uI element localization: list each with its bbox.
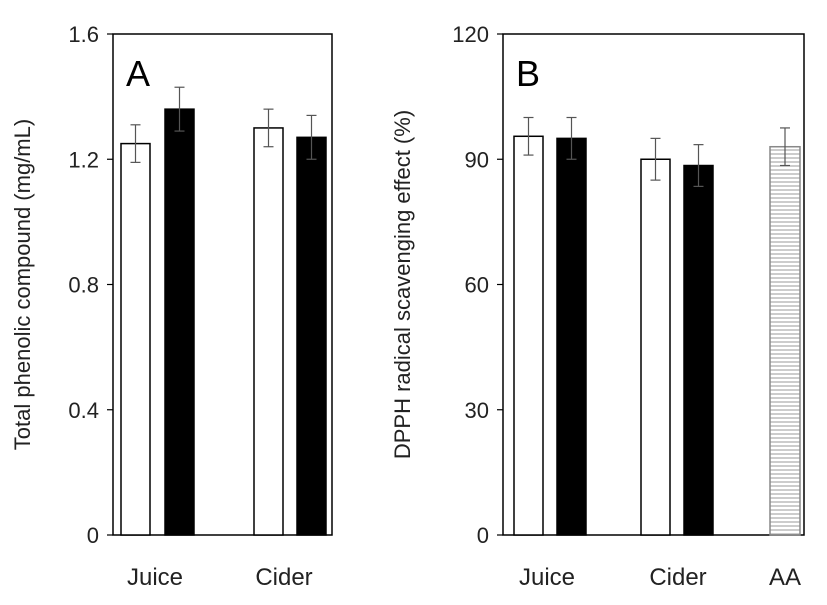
y-tick-label: 90 [465, 147, 489, 172]
category-label: Cider [255, 564, 312, 591]
y-tick-label: 30 [465, 398, 489, 423]
y-tick-label: 60 [465, 273, 489, 298]
bar [556, 137, 587, 536]
y-axis-label: Total phenolic compound (mg/mL) [10, 119, 35, 450]
chart-panel-b: 0 30 60 90 120 DPPH radical scavenging effect… [390, 22, 805, 591]
category-label: Juice [519, 564, 575, 591]
panel-label: B [516, 53, 540, 94]
y-axis-label: DPPH radical scavenging effect (%) [390, 110, 415, 459]
bar [513, 135, 544, 536]
y-tick-label: 0 [477, 523, 489, 548]
y-tick-label: 0.4 [68, 398, 99, 423]
category-label: Juice [127, 564, 183, 591]
category-label: AA [769, 564, 801, 591]
panel-label: A [126, 53, 150, 94]
bar [640, 158, 671, 536]
bar [296, 136, 327, 536]
chart-panel-a: 0 0.4 0.8 1.2 1.6 Total phenolic compound (mg… [10, 22, 333, 591]
y-tick-label: 0 [87, 523, 99, 548]
category-label: Cider [649, 564, 706, 591]
y-tick-label: 1.2 [68, 147, 99, 172]
bar [164, 108, 195, 536]
bar [683, 164, 714, 536]
y-tick-label: 1.6 [68, 22, 99, 47]
bar [253, 127, 284, 536]
bar [120, 142, 151, 536]
y-tick-label: 120 [452, 22, 489, 47]
bar [769, 145, 801, 536]
y-tick-label: 0.8 [68, 273, 99, 298]
